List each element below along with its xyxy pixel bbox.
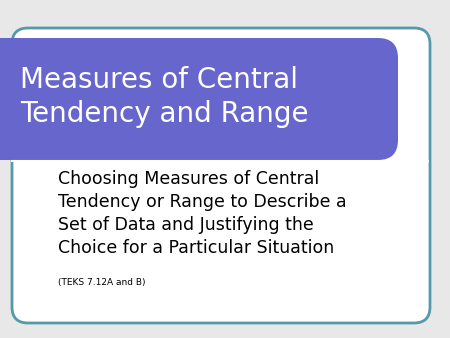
Bar bbox=[0, 38, 25, 160]
Text: Measures of Central
Tendency and Range: Measures of Central Tendency and Range bbox=[20, 66, 309, 128]
Text: (TEKS 7.12A and B): (TEKS 7.12A and B) bbox=[58, 278, 145, 287]
FancyBboxPatch shape bbox=[12, 28, 430, 323]
Text: Choosing Measures of Central
Tendency or Range to Describe a
Set of Data and Jus: Choosing Measures of Central Tendency or… bbox=[58, 170, 346, 257]
FancyBboxPatch shape bbox=[0, 38, 398, 160]
